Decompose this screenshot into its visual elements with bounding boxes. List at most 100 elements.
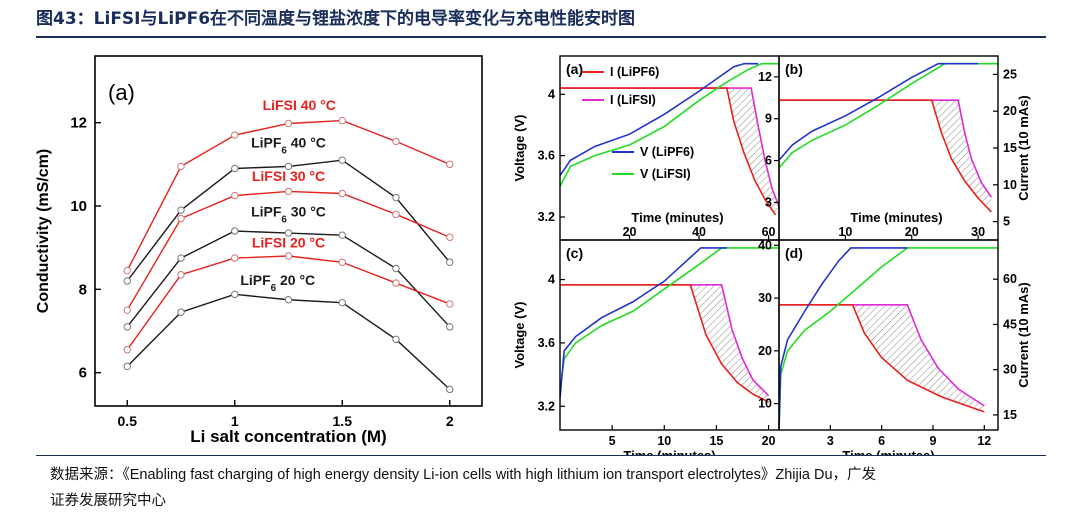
data-point <box>123 323 131 331</box>
y-tick-label: 3.6 <box>538 336 555 350</box>
data-point <box>231 131 239 139</box>
x-tick-label: 10 <box>657 434 671 448</box>
data-point <box>284 187 293 196</box>
data-point <box>177 254 185 262</box>
figure-title: 图43：LiFSI与LiPF6在不同温度与锂盐浓度下的电导率变化与充电性能安时图 <box>36 9 636 29</box>
source-note: 数据来源：《Enabling fast charging of high ene… <box>50 462 1040 514</box>
hatched-area <box>852 304 985 412</box>
series-label-1: LiPF6 40 °C <box>251 135 326 157</box>
hatched-area <box>931 100 992 213</box>
x-axis-title: Time (minutes) <box>850 210 942 225</box>
curve-i-lifsi- <box>560 284 770 397</box>
series-label-3: LiPF6 30 °C <box>251 203 326 225</box>
data-point <box>338 156 346 164</box>
x-tick-label: 3 <box>827 434 834 448</box>
curve-v-lipf6- <box>778 247 908 431</box>
data-point <box>123 362 131 371</box>
data-point <box>338 116 346 125</box>
x-tick-label: 5 <box>609 434 616 448</box>
y2-tick-label: 5 <box>1003 215 1010 229</box>
y-tick-label: 12 <box>70 115 87 132</box>
data-point <box>123 306 131 314</box>
panel-label: (a) <box>566 61 583 77</box>
data-point <box>446 258 454 266</box>
y2-tick-label: 60 <box>1003 272 1017 286</box>
curve-v-lipf6- <box>559 247 727 399</box>
source-divider <box>36 455 1046 456</box>
panel-0: (a) 20 40 60 Time (minutes) 3.2 3.6 4 Voltage (V… <box>512 55 780 241</box>
conductivity-chart: (a) 0.5 1 1.5 2 6 8 10 12 Li salt concentration (… <box>35 55 483 446</box>
y2-tick-label: 12 <box>758 70 772 84</box>
curve-v-lifsi- <box>559 62 779 187</box>
data-point <box>177 214 185 223</box>
y-axis-title: Voltage (V) <box>512 115 527 182</box>
data-point <box>392 193 400 202</box>
y-tick-label: 4 <box>548 87 555 101</box>
data-point <box>231 191 239 200</box>
panel-label: (b) <box>785 61 803 77</box>
y2-tick-label: 3 <box>765 195 772 209</box>
y-tick-label: 4 <box>548 273 555 287</box>
panel-frame <box>559 239 780 431</box>
data-point <box>231 290 239 299</box>
y2-tick-label: 10 <box>1003 178 1017 192</box>
panel-frame <box>778 239 999 431</box>
y2-tick-label: 15 <box>1003 141 1017 155</box>
series-line-5 <box>126 293 451 390</box>
x-tick-label: 10 <box>838 225 852 239</box>
x-tick-label: 15 <box>709 434 723 448</box>
curve-v-lifsi- <box>559 247 779 391</box>
source-line2: 证券发展研究中心 <box>50 493 166 509</box>
data-point <box>123 346 131 354</box>
x-axis-title: Time (minutes) <box>631 210 723 225</box>
panel-label: (d) <box>785 245 803 261</box>
data-point <box>446 385 454 394</box>
x-tick-label: 60 <box>762 225 776 239</box>
series-label-4: LiFSI 20 °C <box>252 235 325 251</box>
panel-label: (c) <box>566 245 583 261</box>
source-prefix: 数据来源： <box>50 467 123 483</box>
x-tick-label: 20 <box>762 434 776 448</box>
y2-tick-label: 15 <box>1003 408 1017 422</box>
curve-i-lipf6- <box>560 87 777 216</box>
y2-axis-title: Current (10 mAs) <box>1016 282 1031 387</box>
x-tick-label: 20 <box>905 225 919 239</box>
y2-tick-label: 30 <box>758 291 772 305</box>
y2-tick-label: 20 <box>1003 104 1017 118</box>
curve-i-lifsi- <box>779 304 985 407</box>
y-tick-label: 3.2 <box>538 399 555 413</box>
y2-tick-label: 45 <box>1003 317 1017 331</box>
series-label-0: LiFSI 40 °C <box>263 97 336 113</box>
y2-tick-label: 40 <box>758 238 772 252</box>
data-point <box>446 300 454 308</box>
legend-label-0: I (LiPF6) <box>610 65 659 79</box>
y-tick-label: 3.6 <box>538 149 555 163</box>
title-divider <box>36 36 1046 38</box>
y2-tick-label: 10 <box>758 397 772 411</box>
x-axis-title: Time (minutes) <box>842 448 934 456</box>
x-tick-label: 6 <box>878 434 885 448</box>
x-tick-label: 9 <box>930 434 937 448</box>
data-point <box>123 266 131 275</box>
data-point <box>392 210 400 219</box>
data-point <box>284 252 293 260</box>
data-point <box>446 323 454 331</box>
series-label-5: LiPF6 20 °C <box>240 272 315 294</box>
data-point <box>123 277 131 285</box>
data-point <box>231 227 239 235</box>
y-axis-title: Conductivity (mS/cm) <box>35 149 52 313</box>
data-point <box>284 296 293 304</box>
data-point <box>392 137 400 146</box>
data-point <box>392 335 400 344</box>
plot-frame <box>94 55 483 407</box>
legend-label-3: V (LiFSI) <box>640 167 691 181</box>
data-point <box>231 254 239 262</box>
data-point <box>177 271 185 279</box>
y2-tick-label: 6 <box>765 154 772 168</box>
y2-tick-label: 20 <box>758 344 772 358</box>
source-citation: 《Enabling fast charging of high energy d… <box>122 467 877 483</box>
data-point <box>338 231 346 239</box>
x-tick-label: 0.5 <box>118 413 138 429</box>
y-tick-label: 10 <box>70 198 87 215</box>
